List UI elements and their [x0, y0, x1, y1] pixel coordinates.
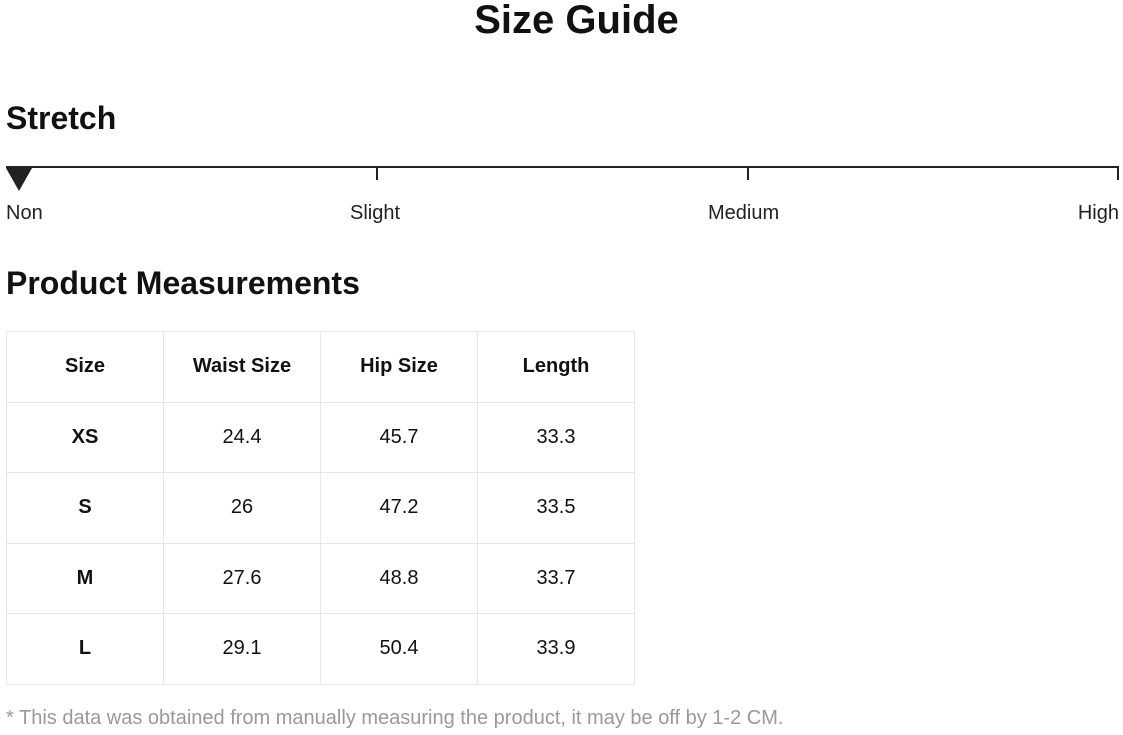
table-cell: 33.5	[477, 472, 635, 544]
stretch-level-slight: Slight	[350, 202, 401, 224]
table-cell: 33.9	[477, 613, 635, 685]
table-cell: 50.4	[320, 613, 478, 685]
table-row: L 29.1 50.4 33.9	[6, 613, 635, 685]
table-cell: L	[6, 613, 164, 685]
stretch-heading: Stretch	[6, 100, 117, 136]
column-header: Length	[477, 331, 635, 403]
triangle-down-icon	[6, 168, 32, 191]
table-cell: 33.7	[477, 542, 635, 614]
table-row: M 27.6 48.8 33.7	[6, 542, 635, 614]
table-header-row: Size Waist Size Hip Size Length	[6, 331, 635, 403]
stretch-level-high: High	[1077, 202, 1119, 224]
table-cell: 33.3	[477, 401, 635, 473]
measurements-table: Size Waist Size Hip Size Length XS 24.4 45.7 3…	[6, 331, 635, 685]
column-header: Waist Size	[163, 331, 321, 403]
table-cell: 45.7	[320, 401, 478, 473]
stretch-level-non: Non	[6, 202, 43, 224]
column-header: Hip Size	[320, 331, 478, 403]
table-cell: 47.2	[320, 472, 478, 544]
table-cell: 24.4	[163, 401, 321, 473]
table-cell: 48.8	[320, 542, 478, 614]
table-cell: XS	[6, 401, 164, 473]
table-row: S 26 47.2 33.5	[6, 472, 635, 544]
table-cell: M	[6, 542, 164, 614]
scale-tick	[747, 166, 749, 180]
scale-line	[6, 166, 1119, 168]
measurement-note: * This data was obtained from manually m…	[6, 707, 784, 729]
table-cell: 26	[163, 472, 321, 544]
page-title: Size Guide	[474, 0, 679, 42]
table-cell: 29.1	[163, 613, 321, 685]
table-row: XS 24.4 45.7 33.3	[6, 401, 635, 473]
scale-tick	[1117, 166, 1119, 180]
table-cell: S	[6, 472, 164, 544]
table-cell: 27.6	[163, 542, 321, 614]
stretch-level-medium: Medium	[708, 202, 780, 224]
scale-tick	[376, 166, 378, 180]
measurements-heading: Product Measurements	[6, 265, 360, 301]
column-header: Size	[6, 331, 164, 403]
